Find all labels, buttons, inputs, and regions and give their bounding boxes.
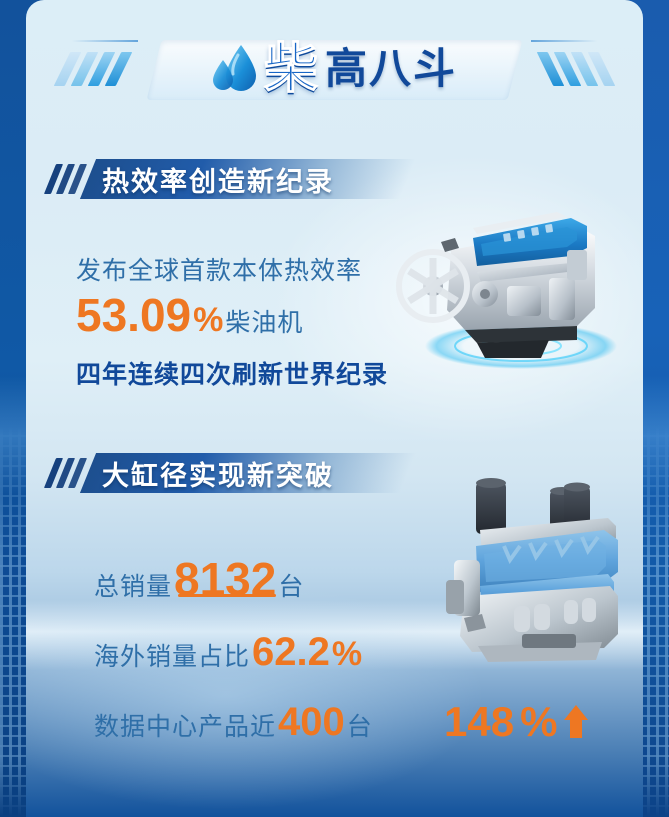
poster-card: 柴 高八斗 热效率创造新纪录 发布全球首款本体热效率 53.09 % 柴油机 四… [26, 0, 643, 817]
lower-light-wash [26, 580, 486, 810]
stat-overseas-share-unit: % [331, 635, 363, 673]
stat-total-sales: 总销量 8132 台 [94, 552, 304, 606]
thermal-efficiency-value: 53.09 [76, 289, 192, 341]
thermal-efficiency-percent: % [193, 301, 224, 339]
stat-datacenter-products-value: 400 [278, 700, 345, 744]
section-header-bar-2: 大缸径实现新突破 [79, 453, 417, 493]
section-heading-label-2: 大缸径实现新突破 [102, 460, 334, 491]
thermal-line-3: 四年连续四次刷新世界纪录 [76, 361, 389, 389]
section-header-thermal-efficiency: 热效率创造新纪录 [43, 159, 417, 199]
stat-growth-value: 148 [444, 698, 515, 745]
stat-growth-percent: % [520, 698, 558, 745]
banner-line-left [72, 40, 138, 42]
poster-title-rest: 高八斗 [324, 45, 457, 92]
thermal-efficiency-stat: 53.09 % 柴油机 [76, 288, 303, 342]
stat-growth-rate: 148 % [444, 698, 589, 746]
stat-overseas-share: 海外销量占比 62.2 % [94, 630, 362, 675]
title-banner: 柴 高八斗 [26, 26, 643, 112]
section-header-large-bore: 大缸径实现新突破 [43, 453, 417, 493]
stat-overseas-share-label: 海外销量占比 [94, 643, 251, 671]
up-arrow-icon [563, 704, 589, 740]
large-bore-engine-photo [418, 468, 643, 668]
title-row: 柴 高八斗 [26, 26, 643, 112]
stat-datacenter-products: 数据中心产品近 400 台 [94, 700, 373, 745]
slash-marks-icon-2 [43, 458, 88, 488]
stat-total-sales-label: 总销量 [94, 573, 173, 601]
stat-total-sales-underline [178, 594, 276, 597]
thermal-line-1: 发布全球首款本体热效率 [76, 257, 363, 285]
water-drop-icon [212, 41, 258, 97]
stat-total-sales-unit: 台 [278, 573, 305, 601]
diesel-engine-photo [381, 190, 643, 375]
thermal-efficiency-suffix: 柴油机 [225, 309, 304, 337]
section-heading-label: 热效率创造新纪录 [102, 166, 334, 197]
stat-datacenter-products-label: 数据中心产品近 [94, 713, 277, 741]
banner-line-right [531, 40, 597, 42]
stat-total-sales-value: 8132 [174, 553, 277, 605]
poster-title-main: 柴 [263, 39, 319, 99]
stat-datacenter-products-unit: 台 [346, 713, 373, 741]
section-header-bar: 热效率创造新纪录 [79, 159, 417, 199]
stat-overseas-share-value: 62.2 [252, 630, 330, 674]
slash-marks-icon [43, 164, 88, 194]
